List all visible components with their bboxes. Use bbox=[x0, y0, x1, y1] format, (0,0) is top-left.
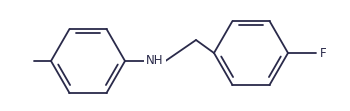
Text: F: F bbox=[320, 47, 326, 59]
Text: NH: NH bbox=[146, 55, 164, 67]
